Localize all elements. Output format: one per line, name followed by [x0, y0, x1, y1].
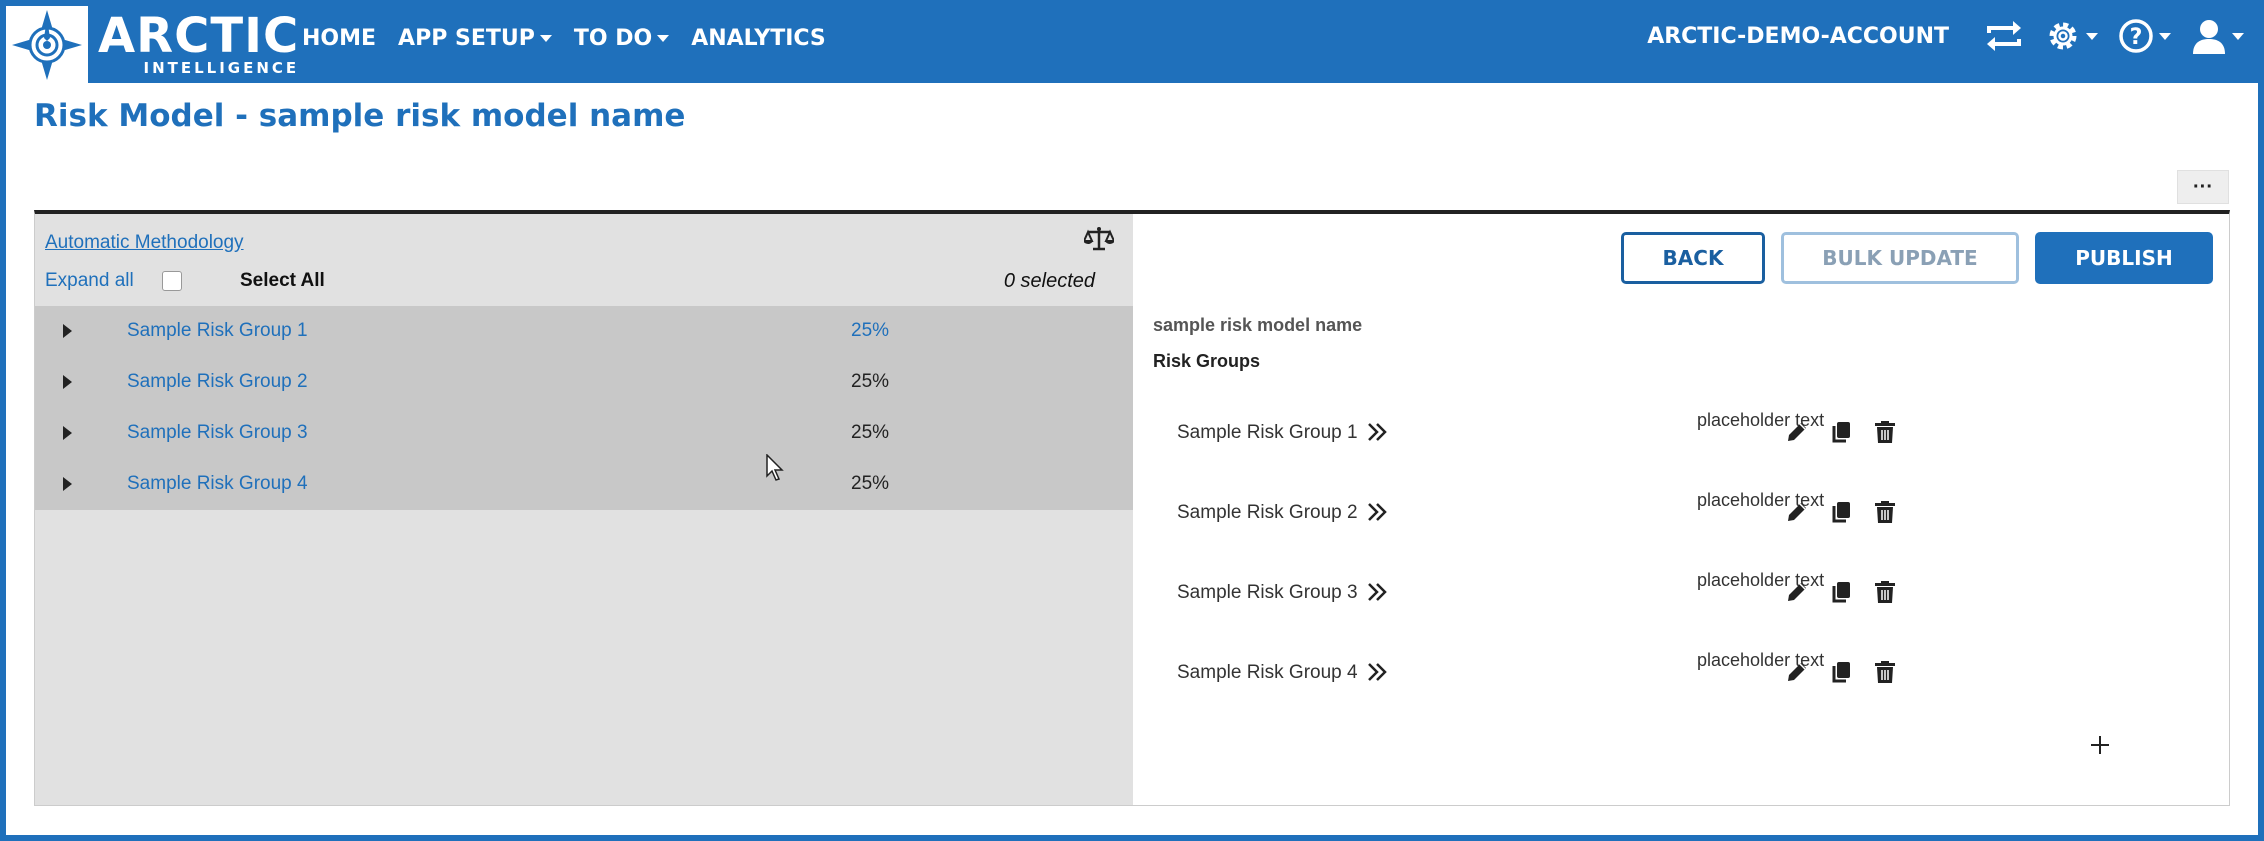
selected-count: 0 selected	[1003, 270, 1095, 292]
mouse-pointer-icon	[766, 453, 786, 487]
back-button[interactable]: BACK	[1621, 232, 1765, 284]
risk-groups-heading: Risk Groups	[1153, 351, 1261, 371]
double-chevron-right-icon[interactable]	[1366, 661, 1388, 688]
risk-group-item-name: Sample Risk Group 4	[1177, 662, 1358, 683]
expand-caret-icon[interactable]	[63, 426, 72, 440]
add-risk-group-icon[interactable]	[2089, 734, 2111, 761]
risk-group-row[interactable]: Sample Risk Group 3 25%	[35, 408, 1133, 459]
expand-caret-icon[interactable]	[63, 375, 72, 389]
account-name[interactable]: ARCTIC-DEMO-ACCOUNT	[1647, 23, 1949, 49]
risk-group-percent: 25%	[851, 422, 890, 443]
risk-group-percent: 25%	[851, 320, 890, 341]
risk-groups-panel: BACK BULK UPDATE PUBLISH sample risk mod…	[1133, 214, 2229, 805]
expand-caret-icon[interactable]	[63, 477, 72, 491]
edit-pencil-icon[interactable]	[1785, 420, 1809, 449]
balance-scale-icon[interactable]	[1082, 226, 1116, 257]
risk-group-description: placeholder text	[1697, 490, 1825, 510]
copy-icon[interactable]	[1829, 500, 1853, 529]
brand-tagline: INTELLIGENCE	[143, 59, 300, 77]
edit-pencil-icon[interactable]	[1785, 580, 1809, 609]
expand-caret-icon[interactable]	[63, 324, 72, 338]
switch-account-icon[interactable]	[1983, 19, 2025, 53]
risk-group-percent: 25%	[851, 371, 890, 392]
nav-analytics[interactable]: ANALYTICS	[691, 26, 826, 51]
delete-trash-icon[interactable]	[1873, 420, 1897, 449]
risk-group-description: placeholder text	[1697, 410, 1825, 430]
brand-wordmark: ARCTIC INTELLIGENCE	[98, 8, 300, 77]
risk-group-row[interactable]: Sample Risk Group 1 25%	[35, 306, 1133, 357]
risk-group-item: Sample Risk Group 4 placeholder text	[1133, 632, 2229, 712]
risk-group-name[interactable]: Sample Risk Group 1	[127, 320, 308, 341]
user-profile-icon[interactable]	[2191, 18, 2244, 54]
caret-down-icon	[539, 35, 552, 42]
automatic-methodology-link[interactable]: Automatic Methodology	[45, 232, 244, 253]
caret-down-icon	[657, 35, 670, 42]
compass-logo-icon	[6, 6, 88, 84]
edit-pencil-icon[interactable]	[1785, 660, 1809, 689]
page-title: Risk Model - sample risk model name	[34, 98, 686, 134]
risk-group-name[interactable]: Sample Risk Group 3	[127, 422, 308, 443]
caret-down-icon	[2086, 32, 2098, 40]
more-options-button[interactable]: ···	[2177, 170, 2229, 204]
risk-group-list: Sample Risk Group 1 25% Sample Risk Grou…	[35, 306, 1133, 510]
risk-group-row[interactable]: Sample Risk Group 4 25%	[35, 459, 1133, 510]
risk-group-item-name: Sample Risk Group 3	[1177, 582, 1358, 603]
risk-group-name[interactable]: Sample Risk Group 2	[127, 371, 308, 392]
nav-analytics-label: ANALYTICS	[691, 26, 826, 51]
double-chevron-right-icon[interactable]	[1366, 421, 1388, 448]
risk-group-item: Sample Risk Group 2 placeholder text	[1133, 472, 2229, 552]
double-chevron-right-icon[interactable]	[1366, 581, 1388, 608]
select-all-checkbox[interactable]	[162, 271, 182, 291]
double-chevron-right-icon[interactable]	[1366, 501, 1388, 528]
copy-icon[interactable]	[1829, 660, 1853, 689]
risk-group-description: placeholder text	[1697, 650, 1825, 670]
nav-home-label: HOME	[302, 26, 377, 51]
brand-logo[interactable]: ARCTIC INTELLIGENCE	[6, 6, 299, 84]
expand-all-link[interactable]: Expand all	[45, 270, 134, 291]
help-icon[interactable]: ?	[2118, 18, 2171, 54]
svg-text:?: ?	[2130, 25, 2143, 50]
copy-icon[interactable]	[1829, 580, 1853, 609]
nav-to-do-label: TO DO	[573, 26, 653, 51]
nav-to-do[interactable]: TO DO	[573, 26, 670, 51]
publish-button[interactable]: PUBLISH	[2035, 232, 2213, 284]
copy-icon[interactable]	[1829, 420, 1853, 449]
risk-group-item-name: Sample Risk Group 1	[1177, 422, 1358, 443]
risk-group-description: placeholder text	[1697, 570, 1825, 590]
nav-app-setup[interactable]: APP SETUP	[398, 26, 552, 51]
risk-group-item: Sample Risk Group 1 placeholder text	[1133, 392, 2229, 472]
caret-down-icon	[2159, 32, 2171, 40]
bulk-update-button[interactable]: BULK UPDATE	[1781, 232, 2019, 284]
delete-trash-icon[interactable]	[1873, 500, 1897, 529]
caret-down-icon	[2232, 32, 2244, 40]
delete-trash-icon[interactable]	[1873, 580, 1897, 609]
account-controls: ARCTIC-DEMO-ACCOUNT ?	[1647, 18, 2244, 54]
delete-trash-icon[interactable]	[1873, 660, 1897, 689]
risk-group-percent: 25%	[851, 473, 890, 494]
risk-group-row[interactable]: Sample Risk Group 2 25%	[35, 357, 1133, 408]
select-all-label: Select All	[240, 270, 325, 291]
risk-group-name[interactable]: Sample Risk Group 4	[127, 473, 308, 494]
risk-model-editor: Automatic Methodology Expand all Select …	[34, 210, 2230, 806]
nav-home[interactable]: HOME	[302, 26, 376, 51]
settings-gear-icon[interactable]	[2045, 18, 2098, 54]
main-menu: HOME APP SETUP TO DO ANALYTICS	[302, 26, 848, 51]
risk-model-name: sample risk model name	[1153, 315, 1363, 335]
edit-pencil-icon[interactable]	[1785, 500, 1809, 529]
nav-app-setup-label: APP SETUP	[398, 26, 535, 51]
risk-group-item: Sample Risk Group 3 placeholder text	[1133, 552, 2229, 632]
methodology-panel: Automatic Methodology Expand all Select …	[35, 214, 1133, 805]
risk-group-item-name: Sample Risk Group 2	[1177, 502, 1358, 523]
top-navbar: ARCTIC INTELLIGENCE HOME APP SETUP TO DO…	[0, 0, 2264, 84]
brand-name: ARCTIC	[98, 8, 300, 64]
